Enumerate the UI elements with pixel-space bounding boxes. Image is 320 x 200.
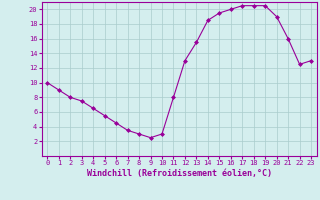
X-axis label: Windchill (Refroidissement éolien,°C): Windchill (Refroidissement éolien,°C): [87, 169, 272, 178]
